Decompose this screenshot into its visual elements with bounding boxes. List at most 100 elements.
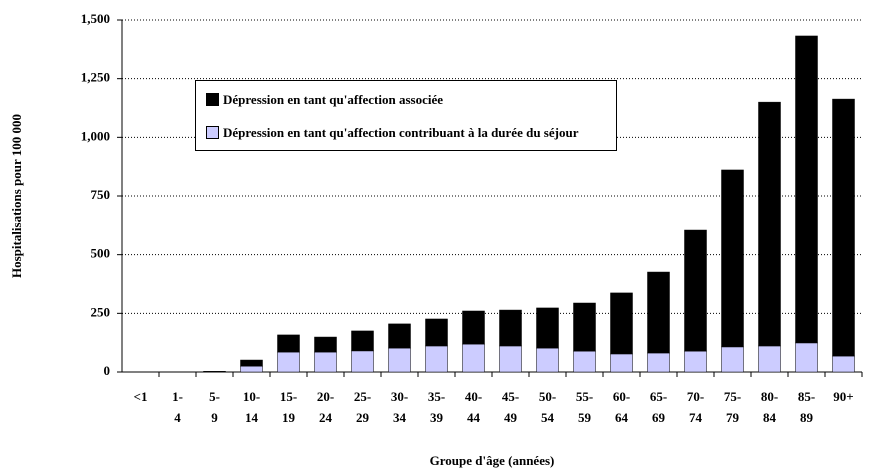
x-tick-label: 70-74: [687, 389, 704, 425]
x-tick-line: 10-: [243, 389, 260, 404]
bar-segment: [463, 311, 485, 344]
x-tick-label: 40-44: [465, 389, 482, 425]
bar-segment: [278, 352, 300, 372]
x-tick-line: 30-: [391, 389, 408, 404]
bar-segment: [611, 293, 633, 354]
x-tick-line: 24: [319, 410, 333, 425]
bar-segment: [685, 230, 707, 351]
x-tick-label: <1: [134, 389, 148, 404]
y-tick-label: 1,500: [81, 11, 110, 26]
x-tick-line: 4: [174, 410, 181, 425]
x-tick-label: 80-84: [761, 389, 778, 425]
x-tick-line: 64: [615, 410, 629, 425]
bar-segment: [500, 310, 522, 346]
y-tick-label: 1,000: [81, 128, 110, 143]
x-tick-line: 54: [541, 410, 555, 425]
bar-segment: [611, 354, 633, 372]
bar-segment: [759, 102, 781, 346]
legend-swatch: [206, 93, 219, 106]
bar-segment: [574, 351, 596, 372]
x-tick-line: 29: [356, 410, 370, 425]
bar-segment: [278, 335, 300, 352]
bar-segment: [648, 272, 670, 353]
y-tick-label: 500: [91, 246, 111, 261]
x-tick-label: 85-89: [798, 389, 815, 425]
legend-item: Dépression en tant qu'affection contribu…: [206, 123, 606, 142]
bar-segment: [796, 343, 818, 372]
x-tick-line: 34: [393, 410, 407, 425]
x-tick-label: 45-49: [502, 389, 519, 425]
x-tick-line: 15-: [280, 389, 297, 404]
x-tick-line: 19: [282, 410, 296, 425]
x-tick-label: 10-14: [243, 389, 260, 425]
x-tick-label: 50-54: [539, 389, 556, 425]
bar-segment: [389, 324, 411, 348]
bar-segment: [648, 353, 670, 372]
x-tick-label: 65-69: [650, 389, 667, 425]
x-tick-line: 39: [430, 410, 444, 425]
bar-segment: [722, 170, 744, 347]
x-tick-label: 90+: [833, 389, 853, 404]
bar-segment: [352, 351, 374, 372]
x-tick-line: 50-: [539, 389, 556, 404]
x-tick-line: 80-: [761, 389, 778, 404]
bar-segment: [759, 346, 781, 372]
x-tick-line: 65-: [650, 389, 667, 404]
legend-label: Dépression en tant qu'affection associée: [223, 90, 443, 109]
x-tick-line: 49: [504, 410, 518, 425]
x-tick-label: 25-29: [354, 389, 371, 425]
x-tick-line: 1-: [172, 389, 183, 404]
x-tick-label: 60-64: [613, 389, 630, 425]
x-tick-label: 35-39: [428, 389, 445, 425]
bar-segment: [463, 344, 485, 372]
bar-segment: [796, 36, 818, 343]
x-tick-line: 59: [578, 410, 592, 425]
x-tick-label: 5-9: [209, 389, 220, 425]
x-axis-title: Groupe d'âge (années): [430, 453, 555, 468]
x-tick-line: 79: [726, 410, 740, 425]
x-tick-line: 44: [467, 410, 481, 425]
y-tick-label: 250: [91, 304, 111, 319]
x-tick-line: 14: [245, 410, 259, 425]
x-tick-line: 89: [800, 410, 814, 425]
bar-segment: [241, 360, 263, 366]
x-tick-line: 74: [689, 410, 703, 425]
x-tick-line: 75-: [724, 389, 741, 404]
x-tick-line: 69: [652, 410, 666, 425]
legend-item: Dépression en tant qu'affection associée: [206, 90, 606, 109]
x-tick-label: 75-79: [724, 389, 741, 425]
bar-segment: [426, 346, 448, 372]
x-tick-label: 1-4: [172, 389, 183, 425]
bar-segment: [537, 308, 559, 348]
bar-segment: [722, 347, 744, 372]
bar-segment: [389, 348, 411, 372]
x-tick-line: 45-: [502, 389, 519, 404]
bar-segment: [833, 356, 855, 372]
x-tick-line: 25-: [354, 389, 371, 404]
bar-segment: [537, 348, 559, 372]
x-tick-line: 35-: [428, 389, 445, 404]
bar-segment: [426, 319, 448, 346]
x-tick-line: 5-: [209, 389, 220, 404]
x-tick-line: 84: [763, 410, 777, 425]
x-tick-line: 20-: [317, 389, 334, 404]
x-tick-label: 20-24: [317, 389, 334, 425]
bar-segment: [315, 337, 337, 352]
y-tick-label: 0: [104, 363, 111, 378]
x-tick-label: 15-19: [280, 389, 297, 425]
bar-segment: [315, 352, 337, 372]
y-axis-title: Hospitalisations pour 100 000: [9, 114, 24, 278]
x-tick-line: 70-: [687, 389, 704, 404]
x-tick-label: 30-34: [391, 389, 408, 425]
bar-segment: [685, 351, 707, 372]
legend: Dépression en tant qu'affection associée…: [195, 80, 617, 151]
x-tick-label: 55-59: [576, 389, 593, 425]
bar-segment: [352, 331, 374, 351]
x-tick-line: 85-: [798, 389, 815, 404]
x-tick-line: 9: [211, 410, 218, 425]
legend-swatch: [206, 126, 219, 139]
legend-label: Dépression en tant qu'affection contribu…: [223, 123, 578, 142]
x-tick-line: 40-: [465, 389, 482, 404]
